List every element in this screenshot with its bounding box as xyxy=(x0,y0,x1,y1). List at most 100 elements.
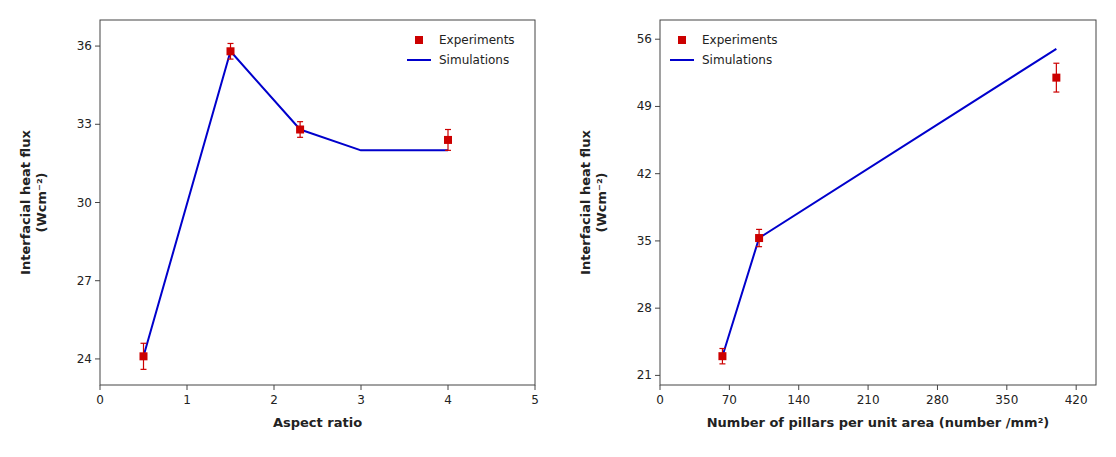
error-bar-cap xyxy=(297,121,303,122)
panel: 0 70 140 210 280 350 420 21 28 35 42 49 56 Number of … xyxy=(578,20,1096,430)
experiment-point xyxy=(140,352,148,360)
x-tick xyxy=(274,385,275,390)
y-tick xyxy=(655,173,660,174)
legend: Experiments Simulations xyxy=(407,33,515,67)
error-bar-cap xyxy=(445,129,451,130)
y-tick xyxy=(655,106,660,107)
x-tick-label: 350 xyxy=(995,393,1018,407)
y-tick-label: 21 xyxy=(637,368,652,382)
x-tick-label: 1 xyxy=(183,393,191,407)
y-tick-label: 42 xyxy=(637,167,652,181)
y-tick-label: 27 xyxy=(77,274,92,288)
x-tick-label: 5 xyxy=(531,393,539,407)
error-bar-cap xyxy=(756,246,762,247)
x-tick xyxy=(535,385,536,390)
experiment-point xyxy=(296,126,304,134)
legend-label: Experiments xyxy=(439,33,515,47)
y-tick-label: 36 xyxy=(77,39,92,53)
error-bar xyxy=(445,130,451,151)
error-bar xyxy=(141,343,147,369)
y-axis-label-line: (Wcm⁻²) xyxy=(594,172,609,232)
y-axis-label: Interfacial heat flux(Wcm⁻²) xyxy=(18,130,49,275)
experiment-point xyxy=(227,47,235,55)
error-bar-cap xyxy=(228,59,234,60)
y-tick xyxy=(655,39,660,40)
x-tick-label: 0 xyxy=(656,393,664,407)
y-tick xyxy=(95,202,100,203)
y-tick-label: 28 xyxy=(637,301,652,315)
panel: 0 1 2 3 4 5 24 27 30 33 36 Aspect ratio Interfacial … xyxy=(18,20,539,430)
x-tick-label: 280 xyxy=(926,393,949,407)
legend: ExperimentsSimulations xyxy=(670,33,778,67)
y-tick xyxy=(95,358,100,359)
error-bar-cap xyxy=(756,229,762,230)
y-axis-label-line: Interfacial heat flux xyxy=(18,130,33,275)
x-axis-label: Aspect ratio xyxy=(273,415,362,430)
plot-frame xyxy=(660,20,1096,385)
simulation-line xyxy=(144,51,449,356)
x-tick-label: 2 xyxy=(270,393,278,407)
y-tick-label: 33 xyxy=(77,117,92,131)
experiment-point xyxy=(444,136,452,144)
experiment-point xyxy=(718,352,726,360)
y-tick xyxy=(95,46,100,47)
x-tick xyxy=(100,385,101,390)
error-bar-cap xyxy=(1053,63,1059,64)
x-tick xyxy=(187,385,188,390)
x-tick-label: 70 xyxy=(722,393,737,407)
y-tick xyxy=(95,124,100,125)
x-tick-label: 3 xyxy=(357,393,365,407)
legend-swatch xyxy=(407,59,431,61)
legend-swatch xyxy=(670,59,694,61)
data-area xyxy=(140,43,453,369)
y-tick xyxy=(655,308,660,309)
x-tick-label: 210 xyxy=(857,393,880,407)
x-tick-label: 420 xyxy=(1065,393,1088,407)
legend-label: Simulations xyxy=(439,53,509,67)
error-bar xyxy=(297,122,303,138)
error-bar xyxy=(1053,63,1059,92)
figure: 0 1 2 3 4 5 24 27 30 33 36 Aspect ratio Interfacial … xyxy=(0,0,1116,457)
x-tick xyxy=(729,385,730,390)
x-axis-label: Number of pillars per unit area (number … xyxy=(707,415,1050,430)
error-bar-cap xyxy=(1053,91,1059,92)
simulation-line xyxy=(722,49,1056,356)
x-tick xyxy=(660,385,661,390)
y-tick-label: 49 xyxy=(637,99,652,113)
error-bar-cap xyxy=(141,369,147,370)
error-bar-cap xyxy=(719,363,725,364)
x-tick xyxy=(448,385,449,390)
y-axis-label: Interfacial heat flux(Wcm⁻²) xyxy=(578,130,609,275)
y-tick-label: 30 xyxy=(77,196,92,210)
legend-swatch xyxy=(415,36,423,44)
y-axis-label-line: (Wcm⁻²) xyxy=(34,172,49,232)
error-bar-cap xyxy=(228,43,234,44)
y-axis-label-line: Interfacial heat flux xyxy=(578,130,593,275)
error-bar-cap xyxy=(141,343,147,344)
legend-swatch xyxy=(678,36,686,44)
x-tick-label: 0 xyxy=(96,393,104,407)
x-tick xyxy=(937,385,938,390)
legend-label: Simulations xyxy=(702,53,772,67)
x-tick-label: 140 xyxy=(787,393,810,407)
x-tick xyxy=(798,385,799,390)
error-bar xyxy=(719,349,725,364)
error-bar-cap xyxy=(297,137,303,138)
plot-frame xyxy=(100,20,535,385)
x-tick xyxy=(1076,385,1077,390)
y-tick-label: 56 xyxy=(637,32,652,46)
experiment-point xyxy=(755,234,763,242)
x-tick xyxy=(1006,385,1007,390)
x-tick-label: 4 xyxy=(444,393,452,407)
y-tick xyxy=(655,375,660,376)
y-tick-label: 24 xyxy=(77,352,92,366)
error-bar xyxy=(756,229,762,246)
x-tick xyxy=(361,385,362,390)
y-tick-label: 35 xyxy=(637,234,652,248)
error-bar xyxy=(228,43,234,59)
y-tick xyxy=(655,240,660,241)
error-bar-cap xyxy=(445,150,451,151)
error-bar-cap xyxy=(719,348,725,349)
x-tick xyxy=(868,385,869,390)
y-tick xyxy=(95,280,100,281)
